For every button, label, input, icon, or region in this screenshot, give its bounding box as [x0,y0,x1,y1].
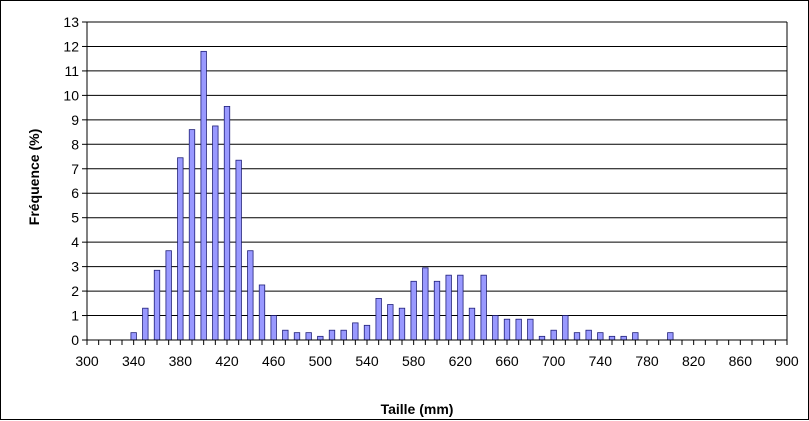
x-tick-label-340: 340 [122,353,146,369]
bar-440 [247,250,254,341]
bar-750 [608,335,616,341]
x-tick-label-500: 500 [309,353,333,369]
bar-490 [305,332,312,341]
bar-450 [258,284,266,341]
bar-520 [340,329,347,341]
bar-760 [620,335,627,341]
y-tick-label-8: 8 [71,136,79,152]
y-tick-label-6: 6 [71,185,79,201]
bar-550 [375,298,382,341]
bar-480 [293,332,301,341]
bar-540 [363,324,371,341]
bar-500 [317,335,324,341]
y-tick-label-2: 2 [71,283,79,299]
bar-660 [503,318,511,341]
bar-690 [538,335,546,341]
bar-600 [433,280,441,341]
bar-430 [235,159,242,341]
bar-580 [410,280,417,341]
x-axis-title: Taille (mm) [381,401,454,417]
bar-370 [165,250,172,341]
x-tick-label-420: 420 [215,353,239,369]
bar-630 [468,307,476,341]
bar-460 [270,315,277,341]
x-tick-label-660: 660 [495,353,519,369]
bar-400 [200,50,207,341]
x-tick-label-700: 700 [542,353,566,369]
bar-740 [597,332,604,341]
bar-710 [562,315,569,341]
x-tick-label-780: 780 [635,353,659,369]
bar-560 [387,304,394,341]
x-tick-label-540: 540 [355,353,379,369]
bar-350 [142,307,149,341]
x-tick-label-580: 580 [402,353,426,369]
y-tick-label-11: 11 [64,63,79,79]
bar-410 [212,125,219,341]
bar-390 [188,129,196,341]
bar-380 [177,157,184,341]
x-tick-label-740: 740 [589,353,613,369]
x-tick-labels: 300 340 380 420 460 500 540 580 620 660 700 740 780 8… [75,353,799,369]
x-tick-label-300: 300 [75,353,99,369]
axes [82,21,788,345]
x-tick-label-380: 380 [169,353,193,369]
bar-670 [515,318,522,341]
x-tick-label-860: 860 [729,353,753,369]
bar-420 [223,105,231,341]
bar-510 [328,329,336,341]
bar-360 [153,269,161,341]
bar-470 [282,329,289,341]
y-tick-label-3: 3 [71,259,79,275]
bar-340 [130,332,137,341]
y-tick-label-13: 13 [63,14,79,30]
y-tick-label-4: 4 [71,234,79,250]
bar-720 [573,332,581,341]
x-tick-label-460: 460 [262,353,286,369]
y-tick-label-1: 1 [71,308,79,324]
bar-590 [422,267,429,341]
bars [130,50,674,341]
bar-650 [492,315,499,341]
x-tick-label-900: 900 [775,353,799,369]
bar-620 [457,274,464,341]
y-axis-title: Fréquence (%) [26,129,42,225]
bar-610 [445,274,452,341]
bar-730 [585,329,592,341]
bar-770 [632,332,639,341]
bar-800 [667,332,674,341]
y-tick-label-7: 7 [71,161,79,177]
bar-680 [527,318,534,341]
y-tick-label-9: 9 [71,112,79,128]
x-tick-label-620: 620 [449,353,473,369]
bar-570 [398,307,406,341]
bar-530 [352,322,359,341]
x-tick-label-820: 820 [682,353,706,369]
bar-700 [550,329,557,341]
bar-640 [480,274,487,341]
y-tick-label-5: 5 [71,210,79,226]
y-tick-label-10: 10 [63,87,79,103]
y-tick-label-12: 12 [63,38,79,54]
y-tick-label-0: 0 [71,332,79,348]
